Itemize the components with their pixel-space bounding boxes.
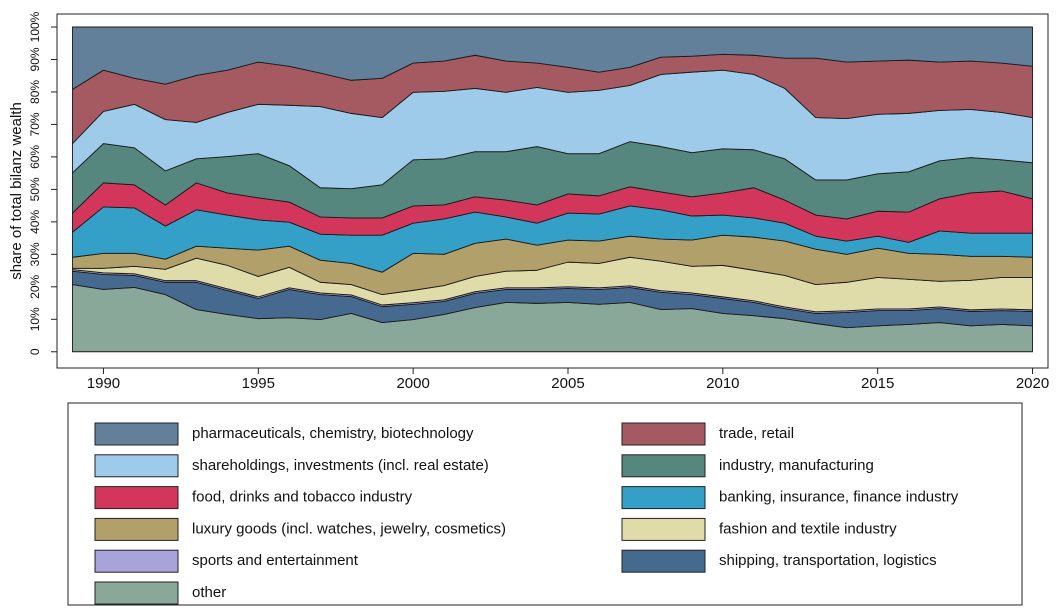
- legend-label: banking, insurance, finance industry: [719, 489, 959, 506]
- area: [72, 26, 1033, 90]
- x-tick-label: 2000: [396, 375, 429, 392]
- legend-label: luxury goods (incl. watches, jewelry, co…: [192, 520, 506, 537]
- y-tick-label: 20%: [28, 274, 42, 298]
- y-tick-label: 100%: [28, 11, 42, 42]
- plot-frame: [56, 13, 1049, 369]
- legend-label: trade, retail: [719, 425, 794, 442]
- x-tick-label: 2005: [551, 375, 584, 392]
- y-tick-label: 60%: [28, 145, 42, 169]
- legend-swatch: [94, 581, 179, 605]
- x-tick-label: 2020: [1016, 375, 1049, 392]
- y-tick-label: 30%: [28, 242, 42, 266]
- legend-label: other: [192, 584, 226, 601]
- legend-label: shipping, transportation, logistics: [719, 552, 937, 569]
- legend-label: pharmaceuticals, chemistry, biotechnolog…: [192, 425, 474, 442]
- legend-label: sports and entertainment: [192, 552, 359, 569]
- legend-box: [67, 402, 1023, 606]
- legend-label: fashion and textile industry: [719, 520, 897, 537]
- y-tick-label: 10%: [28, 307, 42, 331]
- legend-swatch: [621, 422, 706, 446]
- legend-swatch: [621, 549, 706, 573]
- y-tick-label: 70%: [28, 112, 42, 136]
- x-tick-label: 2010: [706, 375, 739, 392]
- legend-swatch: [94, 549, 179, 573]
- legend-label: industry, manufacturing: [719, 457, 874, 474]
- y-tick-label: 0: [28, 348, 42, 355]
- legend-swatch: [621, 454, 706, 478]
- legend-swatch: [94, 454, 179, 478]
- legend-swatch: [621, 517, 706, 541]
- legend-swatch: [94, 517, 179, 541]
- legend-label: food, drinks and tobacco industry: [192, 489, 413, 506]
- y-axis-label: share of total bilanz wealth: [8, 102, 25, 280]
- legend-label: shareholdings, investments (incl. real e…: [192, 457, 489, 474]
- x-tick-label: 2015: [861, 375, 894, 392]
- legend-swatch: [94, 486, 179, 510]
- x-tick-label: 1995: [242, 375, 275, 392]
- y-tick-label: 90%: [28, 47, 42, 71]
- y-tick-label: 80%: [28, 80, 42, 104]
- legend-swatch: [621, 486, 706, 510]
- y-tick-label: 50%: [28, 177, 42, 201]
- y-tick-label: 40%: [28, 210, 42, 234]
- legend-swatch: [94, 422, 179, 446]
- x-tick-label: 1990: [87, 375, 120, 392]
